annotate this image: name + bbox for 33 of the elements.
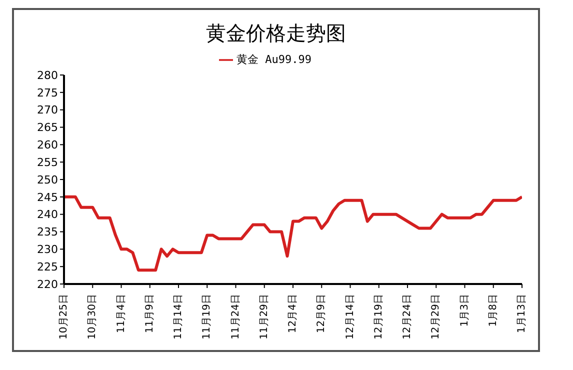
x-tick-label: 12月4日: [288, 294, 298, 334]
x-tick-label: 1月13日: [516, 294, 528, 334]
x-tick-label: 1月8日: [488, 294, 499, 327]
x-tick-label: 12月14日: [344, 294, 356, 340]
y-tick-label: 235: [37, 226, 58, 239]
x-tick-label: 11月14日: [173, 294, 184, 340]
y-tick-label: 270: [37, 104, 58, 117]
chart-title: 黄金价格走势图: [205, 20, 347, 46]
x-tick-label: 11月29日: [258, 294, 270, 340]
x-tick-label: 11月19日: [202, 294, 213, 340]
x-tick-label: 1月3日: [459, 294, 470, 327]
y-tick-label: 255: [37, 156, 58, 169]
line-series: [64, 195, 522, 272]
x-tick-label: 11月24日: [230, 294, 242, 340]
x-tick-label: 11月4日: [116, 294, 127, 334]
x-tick-label: 10月25日: [58, 294, 70, 340]
x-tick-label: 12月19日: [373, 294, 384, 340]
x-tick-label: 10月30日: [87, 294, 98, 340]
x-tick-label: 12月9日: [316, 294, 328, 334]
x-tick-label: 12月29日: [430, 294, 442, 340]
x-tick-label: 12月24日: [402, 294, 413, 340]
y-tick-label: 260: [37, 138, 58, 152]
y-tick-label: 250: [37, 173, 58, 186]
y-tick-label: 245: [37, 190, 58, 204]
x-tick-label: 11月9日: [144, 294, 156, 334]
y-tick-label: 280: [37, 68, 58, 82]
y-tick-label: 225: [37, 260, 58, 274]
y-tick-label: 275: [37, 86, 58, 100]
y-tick-label: 230: [37, 243, 58, 256]
y-tick-label: 265: [37, 121, 58, 134]
y-tick-label: 220: [37, 278, 58, 291]
y-tick-label: 240: [37, 208, 58, 222]
legend-label: 黄金 Au99.99: [236, 53, 312, 66]
